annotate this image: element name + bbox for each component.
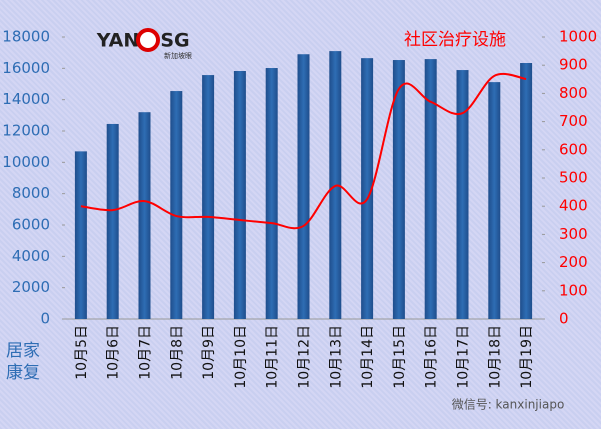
logo-left: YAN [96,30,140,52]
x-tick-label: 10月5日 [74,325,90,380]
bar [106,123,119,319]
bar [74,151,87,319]
y2-tick-label: 200 [559,253,588,271]
logo-icon [136,28,160,52]
x-tick-label: 10月12日 [297,325,313,389]
bar [361,58,374,320]
bar [170,91,183,319]
y-tick-label: 10000 [2,153,50,171]
x-tick-label: 10月9日 [201,325,217,380]
y2-tick-label: 400 [559,197,588,215]
legend-left: 居家康复 [6,341,40,383]
y-tick-label: 8000 [12,184,50,202]
line [80,72,527,230]
x-tick-label: 10月15日 [392,325,408,389]
x-tick-label: 10月18日 [487,325,503,389]
y2-tick-label: 100 [559,281,588,299]
x-tick-label: 10月17日 [456,325,472,389]
logo-right: SG [160,30,189,52]
bar [297,54,310,319]
y-tick-label: 0 [40,310,50,328]
x-tick-label: 10月19日 [519,325,535,389]
x-tick-label: 10月16日 [424,325,440,389]
y2-tick-label: 800 [559,84,588,102]
y-tick-label: 4000 [12,247,50,265]
y2-tick-label: 500 [559,169,588,187]
bar [138,112,151,319]
y-tick-label: 18000 [2,28,50,46]
bar [488,82,501,320]
x-tick-label: 10月14日 [360,325,376,389]
x-tick-label: 10月8日 [169,325,185,380]
x-tick-label: 10月7日 [138,325,154,380]
watermark: 微信号: kanxinjiapo [452,398,565,412]
bar [520,63,533,319]
y2-tick-label: 700 [559,112,588,130]
y2-tick-label: 300 [559,225,588,243]
x-tick-label: 10月11日 [265,325,281,389]
bar [424,59,437,320]
bar [456,70,469,319]
bar [233,70,246,319]
y2-tick-label: 600 [559,140,588,158]
x-tick-label: 10月6日 [106,325,122,380]
y-tick-label: 2000 [12,278,50,296]
y-tick-label: 6000 [12,216,50,234]
bar [202,75,215,319]
bar [392,60,405,319]
y2-tick-label: 1000 [559,28,597,46]
logo-sub: 新加坡眼 [164,51,192,60]
legend-right: 社区治疗设施 [404,30,506,50]
x-tick-label: 10月13日 [328,325,344,389]
y-tick-label: 12000 [2,122,50,140]
x-tick-label: 10月10日 [233,325,249,389]
y2-tick-label: 0 [559,310,569,328]
bar [265,68,278,320]
y2-tick-label: 900 [559,56,588,74]
y-tick-label: 14000 [2,90,50,108]
y-tick-label: 16000 [2,59,50,77]
